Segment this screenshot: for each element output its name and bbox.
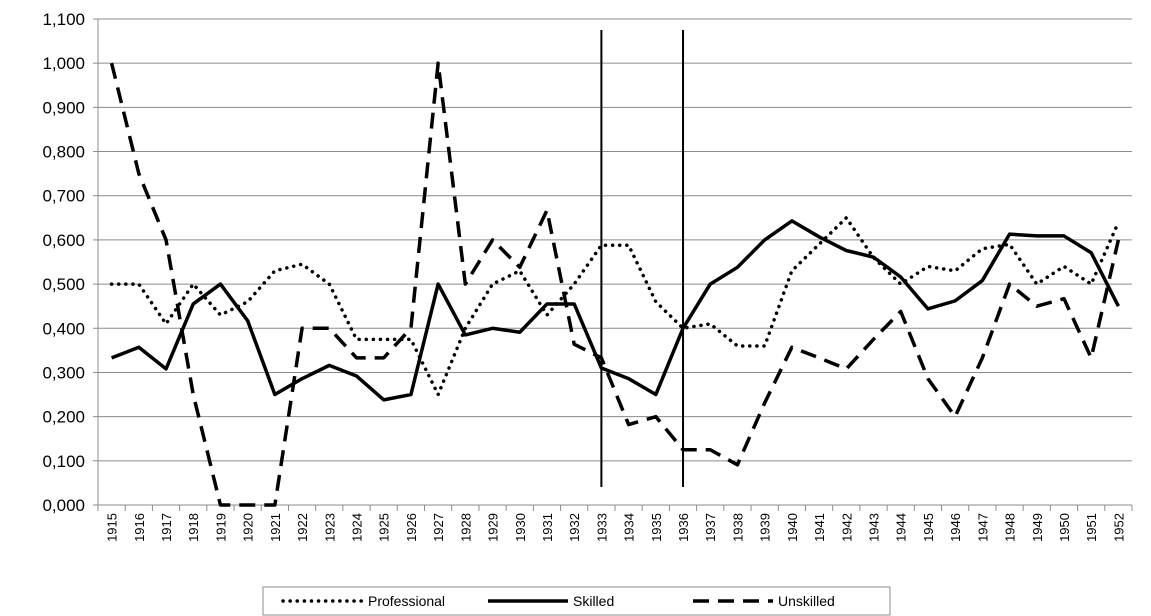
x-tick-label: 1933 — [594, 513, 609, 542]
x-tick-label: 1948 — [1003, 513, 1018, 542]
series-line — [110, 219, 1120, 402]
y-tick-label: 0,600 — [42, 231, 85, 250]
x-tick-label: 1915 — [105, 513, 120, 542]
legend-label: Skilled — [573, 593, 614, 609]
x-tick-label: 1921 — [268, 513, 283, 542]
y-tick-label: 0,700 — [42, 187, 85, 206]
x-tick-label: 1916 — [132, 513, 147, 542]
x-tick-label: 1931 — [540, 513, 555, 542]
x-tick-label: 1919 — [213, 513, 228, 542]
x-tick-label: 1934 — [622, 513, 637, 542]
series-line — [109, 61, 1121, 507]
x-tick-label: 1928 — [458, 513, 473, 542]
x-tick-label: 1917 — [159, 513, 174, 542]
x-tick-label: 1941 — [812, 513, 827, 542]
x-tick-label: 1924 — [350, 513, 365, 542]
legend-box — [262, 586, 891, 616]
x-tick-label: 1927 — [431, 513, 446, 542]
x-tick-label: 1929 — [486, 513, 501, 542]
x-tick-label: 1947 — [975, 513, 990, 542]
x-tick-label: 1936 — [676, 513, 691, 542]
series-line — [109, 216, 1121, 397]
x-tick-label: 1938 — [730, 513, 745, 542]
x-tick-label: 1940 — [785, 513, 800, 542]
y-tick-label: 0,000 — [42, 496, 85, 515]
x-tick-label: 1923 — [322, 513, 337, 542]
x-tick-label: 1944 — [894, 513, 909, 542]
x-tick-label: 1952 — [1111, 513, 1126, 542]
y-tick-label: 0,500 — [42, 275, 85, 294]
y-tick-label: 0,300 — [42, 363, 85, 382]
y-tick-label: 0,100 — [42, 452, 85, 471]
legend-label: Unskilled — [778, 593, 835, 609]
x-tick-label: 1943 — [867, 513, 882, 542]
x-tick-label: 1937 — [703, 513, 718, 542]
y-tick-label: 0,900 — [42, 98, 85, 117]
x-tick-label: 1951 — [1084, 513, 1099, 542]
x-tick-label: 1925 — [377, 513, 392, 542]
x-tick-label: 1930 — [513, 513, 528, 542]
x-tick-label: 1922 — [295, 513, 310, 542]
x-tick-label: 1918 — [186, 513, 201, 542]
x-tick-label: 1939 — [758, 513, 773, 542]
x-tick-label: 1946 — [948, 513, 963, 542]
y-tick-label: 0,800 — [42, 143, 85, 162]
y-tick-label: 0,400 — [42, 319, 85, 338]
x-tick-label: 1950 — [1057, 513, 1072, 542]
x-tick-label: 1949 — [1030, 513, 1045, 542]
y-tick-label: 1,000 — [42, 54, 85, 73]
y-tick-label: 1,100 — [42, 10, 85, 29]
x-tick-label: 1926 — [404, 513, 419, 542]
legend-label: Professional — [368, 593, 445, 609]
x-tick-label: 1920 — [241, 513, 256, 542]
x-tick-label: 1942 — [839, 513, 854, 542]
y-tick-label: 0,200 — [42, 408, 85, 427]
x-tick-label: 1932 — [567, 513, 582, 542]
x-tick-label: 1935 — [649, 513, 664, 542]
x-tick-label: 1945 — [921, 513, 936, 542]
